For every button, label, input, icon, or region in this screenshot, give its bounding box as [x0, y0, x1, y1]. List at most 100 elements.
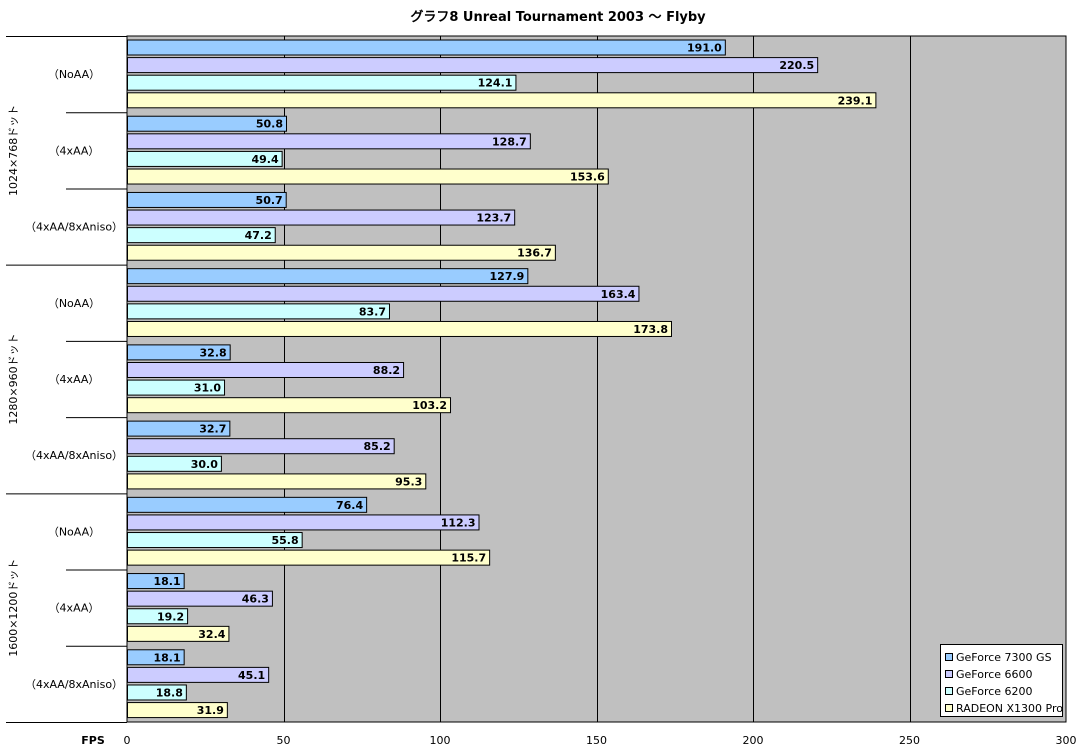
x-tick-label: 250 — [899, 734, 920, 747]
bar — [127, 397, 452, 414]
bar — [127, 532, 303, 549]
bar — [127, 268, 529, 285]
legend-label: RADEON X1300 Pro — [956, 702, 1063, 715]
x-tick-labels: 0 50 100 150 200 250 300 — [124, 734, 1077, 747]
bar — [127, 573, 185, 590]
data-label: 83.7 — [359, 305, 386, 318]
legend-swatch — [945, 704, 953, 712]
resolution-label: 1600×1200ドット — [7, 559, 20, 657]
data-label: 95.3 — [395, 475, 422, 488]
data-label: 153.6 — [570, 171, 605, 184]
data-label: 88.2 — [373, 364, 400, 377]
data-label: 136.7 — [517, 247, 552, 260]
bar — [127, 344, 231, 361]
bar — [127, 420, 231, 437]
legend-swatch — [945, 687, 953, 695]
data-label: 18.1 — [154, 651, 181, 664]
data-label: 32.8 — [200, 346, 227, 359]
category-labels: （NoAA） （4xAA） （4xAA/8xAniso） 1024×768ドット （No… — [6, 36, 127, 723]
data-label: 85.2 — [364, 440, 391, 453]
data-label: 45.1 — [238, 669, 265, 682]
bar — [127, 649, 185, 666]
bar — [127, 150, 283, 167]
bar — [127, 379, 226, 396]
data-label: 32.7 — [199, 423, 226, 436]
bar — [127, 227, 276, 244]
category-label: （4xAA） — [49, 602, 100, 615]
category-label: （4xAA/8xAniso） — [25, 678, 123, 691]
data-label: 173.8 — [633, 323, 668, 336]
bar — [127, 115, 288, 132]
data-label: 163.4 — [601, 288, 636, 301]
bar — [127, 39, 726, 56]
bar — [127, 438, 395, 455]
resolution-label: 1280×960ドット — [7, 333, 20, 424]
data-label: 31.0 — [194, 382, 221, 395]
bar — [127, 209, 516, 226]
data-label: 49.4 — [251, 153, 278, 166]
category-label: （4xAA/8xAniso） — [25, 449, 123, 462]
plot-area — [126, 35, 1067, 723]
bar — [127, 514, 480, 531]
legend-box — [940, 644, 1063, 717]
bar — [127, 549, 491, 566]
bar — [127, 455, 222, 472]
data-label: 124.1 — [478, 77, 513, 90]
data-label: 127.9 — [490, 270, 525, 283]
bar — [127, 702, 228, 719]
data-label: 115.7 — [451, 552, 486, 565]
data-label: 18.1 — [154, 575, 181, 588]
bar — [127, 303, 390, 320]
bar — [127, 361, 405, 378]
data-label: 47.2 — [245, 229, 272, 242]
legend: GeForce 7300 GS GeForce 6600 GeForce 6200 R… — [940, 644, 1063, 717]
bar — [127, 666, 270, 683]
x-tick-label: 0 — [124, 734, 131, 747]
category-label: （NoAA） — [48, 68, 100, 81]
data-label: 103.2 — [412, 399, 447, 412]
data-label: 32.4 — [198, 628, 225, 641]
bar — [127, 608, 189, 625]
category-label: （NoAA） — [48, 525, 100, 538]
category-label: （4xAA） — [49, 144, 100, 157]
bar — [127, 496, 368, 513]
x-tick-label: 50 — [277, 734, 291, 747]
x-tick-label: 300 — [1056, 734, 1077, 747]
data-label: 50.7 — [256, 194, 283, 207]
data-label: 55.8 — [272, 534, 299, 547]
x-axis-label: FPS — [81, 734, 105, 747]
bar — [127, 92, 877, 109]
data-label: 123.7 — [476, 212, 511, 225]
legend-swatch — [945, 670, 953, 678]
bar — [127, 320, 672, 337]
data-label: 220.5 — [779, 59, 814, 72]
data-label: 18.8 — [156, 686, 183, 699]
x-tick-label: 200 — [743, 734, 764, 747]
legend-label: GeForce 6600 — [956, 668, 1033, 681]
x-tick-label: 100 — [430, 734, 451, 747]
data-label: 31.9 — [197, 704, 224, 717]
bar — [127, 590, 273, 607]
category-label: （NoAA） — [48, 297, 100, 310]
category-label: （4xAA） — [49, 373, 100, 386]
legend-swatch — [945, 653, 953, 661]
data-label: 50.8 — [256, 118, 283, 131]
bar — [127, 74, 517, 91]
bar — [127, 191, 287, 208]
gridlines — [284, 36, 911, 722]
legend-label: GeForce 6200 — [956, 685, 1033, 698]
data-label: 46.3 — [242, 593, 269, 606]
bar — [127, 57, 819, 74]
bar — [127, 285, 640, 302]
legend-label: GeForce 7300 GS — [956, 651, 1052, 664]
x-tick-label: 150 — [586, 734, 607, 747]
data-label: 76.4 — [336, 499, 363, 512]
bar — [127, 473, 427, 490]
bar — [127, 168, 609, 185]
data-label: 191.0 — [687, 42, 722, 55]
data-label: 112.3 — [441, 516, 476, 529]
bar — [127, 244, 556, 261]
data-label: 30.0 — [191, 458, 218, 471]
resolution-label: 1024×768ドット — [7, 105, 20, 196]
